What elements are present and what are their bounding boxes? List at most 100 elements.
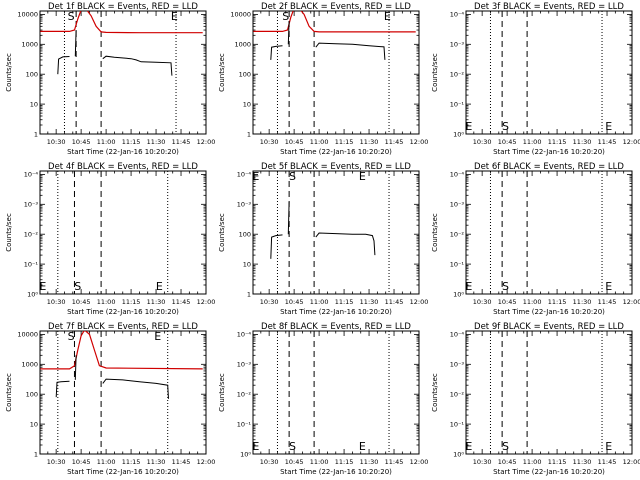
x-tick-label: 10:30 bbox=[47, 458, 66, 466]
chart-title: Det 3f BLACK = Events, RED = LLD bbox=[474, 2, 624, 12]
x-tick-label: 10:45 bbox=[285, 458, 304, 466]
x-tick-label: 11:45 bbox=[598, 458, 617, 466]
y-tick-label: 10 bbox=[30, 420, 38, 428]
x-tick-label: 12:00 bbox=[623, 298, 640, 306]
event-marker-E: E bbox=[359, 440, 366, 453]
x-tick-label: 10:30 bbox=[473, 458, 492, 466]
y-axis-label: Counts/sec bbox=[218, 53, 226, 92]
event-marker-S: S bbox=[68, 10, 75, 23]
chart-title: Det 5f BLACK = Events, RED = LLD bbox=[261, 162, 411, 172]
events-series-line bbox=[287, 201, 290, 235]
events-series-line bbox=[74, 355, 77, 380]
x-tick-label: 11:45 bbox=[172, 458, 191, 466]
chart-panel-7: Det 7f BLACK = Events, RED = LLD Counts/s… bbox=[5, 322, 215, 476]
event-marker-S: S bbox=[502, 440, 509, 453]
event-marker-E: E bbox=[465, 120, 472, 133]
y-tick-label: 10⁻⁴ bbox=[450, 11, 465, 19]
x-tick-label: 12:00 bbox=[410, 138, 429, 146]
x-tick-label: 11:30 bbox=[573, 138, 592, 146]
chart-panel-2: Det 2f BLACK = Events, RED = LLD Counts/s… bbox=[218, 2, 428, 156]
plot-area bbox=[276, 331, 390, 454]
y-tick-label: 1000 bbox=[234, 41, 251, 49]
event-marker-E: E bbox=[384, 10, 391, 23]
event-marker-S: S bbox=[68, 330, 75, 343]
y-tick-label: 10⁻² bbox=[24, 231, 39, 239]
x-tick-label: 11:15 bbox=[335, 458, 354, 466]
x-tick-label: 11:45 bbox=[172, 298, 191, 306]
y-tick-label: 100 bbox=[26, 391, 38, 399]
event-marker-S: S bbox=[74, 280, 81, 293]
x-tick-label: 11:00 bbox=[310, 298, 329, 306]
x-axis-label: Start Time (22-Jan-16 10:20:20) bbox=[67, 308, 179, 316]
events-series-line bbox=[55, 380, 70, 398]
x-tick-label: 10:45 bbox=[498, 138, 517, 146]
event-marker-E: E bbox=[252, 440, 259, 453]
x-tick-label: 12:00 bbox=[623, 458, 640, 466]
y-tick-label: 10 bbox=[243, 100, 251, 108]
y-tick-label: 10⁻⁴ bbox=[450, 171, 465, 179]
x-tick-label: 11:00 bbox=[310, 138, 329, 146]
event-marker-E: E bbox=[605, 280, 612, 293]
x-tick-label: 11:15 bbox=[548, 298, 567, 306]
x-tick-label: 10:45 bbox=[72, 458, 91, 466]
x-tick-label: 12:00 bbox=[197, 298, 216, 306]
x-tick-label: 11:15 bbox=[122, 138, 141, 146]
y-tick-label: 10⁻² bbox=[450, 231, 465, 239]
x-tick-label: 11:30 bbox=[573, 458, 592, 466]
x-tick-label: 10:30 bbox=[47, 138, 66, 146]
x-tick-label: 10:30 bbox=[473, 298, 492, 306]
x-tick-label: 11:45 bbox=[598, 138, 617, 146]
x-axis-label: Start Time (22-Jan-16 10:20:20) bbox=[280, 148, 392, 156]
chart-panel-5: Det 5f BLACK = Events, RED = LLD Counts/s… bbox=[218, 162, 428, 316]
chart-panel-8: Det 8f BLACK = Events, RED = LLD Counts/s… bbox=[218, 322, 428, 476]
events-series-line bbox=[102, 55, 173, 76]
x-tick-label: 10:45 bbox=[285, 298, 304, 306]
chart-title: Det 2f BLACK = Events, RED = LLD bbox=[261, 2, 411, 12]
events-series-line bbox=[270, 45, 283, 60]
chart-panel-3: Det 3f BLACK = Events, RED = LLD Counts/s… bbox=[431, 2, 640, 156]
x-axis-label: Start Time (22-Jan-16 10:20:20) bbox=[67, 148, 179, 156]
chart-title: Det 7f BLACK = Events, RED = LLD bbox=[48, 322, 198, 332]
event-marker-E: E bbox=[359, 170, 366, 183]
x-tick-label: 11:45 bbox=[385, 298, 404, 306]
x-tick-label: 12:00 bbox=[197, 138, 216, 146]
y-tick-label: 100 bbox=[239, 71, 251, 79]
y-tick-label: 10⁻⁴ bbox=[237, 331, 252, 339]
y-tick-label: 10⁻³ bbox=[237, 361, 252, 369]
y-tick-label: 10⁰ bbox=[27, 290, 38, 298]
x-tick-label: 11:45 bbox=[172, 138, 191, 146]
event-marker-S: S bbox=[282, 10, 289, 23]
lld-series-line bbox=[253, 11, 416, 33]
x-tick-label: 11:30 bbox=[360, 298, 379, 306]
event-marker-S: S bbox=[289, 170, 296, 183]
x-tick-label: 10:30 bbox=[260, 138, 279, 146]
plot-area bbox=[270, 171, 390, 294]
x-tick-label: 11:30 bbox=[360, 138, 379, 146]
y-tick-label: 10000 bbox=[17, 11, 38, 19]
y-tick-label: 10⁻² bbox=[450, 71, 465, 79]
y-tick-label: 10⁻⁴ bbox=[450, 331, 465, 339]
x-tick-label: 11:00 bbox=[97, 138, 116, 146]
y-tick-label: 10⁻¹ bbox=[450, 260, 465, 268]
x-tick-label: 11:30 bbox=[147, 298, 166, 306]
y-tick-label: 1 bbox=[34, 130, 38, 138]
x-axis-label: Start Time (22-Jan-16 10:20:20) bbox=[280, 308, 392, 316]
x-tick-label: 10:30 bbox=[260, 458, 279, 466]
x-tick-label: 11:15 bbox=[548, 138, 567, 146]
y-tick-label: 1 bbox=[34, 450, 38, 458]
x-tick-label: 11:45 bbox=[385, 138, 404, 146]
event-marker-E: E bbox=[39, 280, 46, 293]
y-axis-label: Counts/sec bbox=[431, 53, 439, 92]
x-axis-label: Start Time (22-Jan-16 10:20:20) bbox=[67, 468, 179, 476]
event-marker-E: E bbox=[171, 10, 178, 23]
y-tick-label: 10⁰ bbox=[453, 130, 464, 138]
event-marker-S: S bbox=[502, 120, 509, 133]
chart-panel-1: Det 1f BLACK = Events, RED = LLD Counts/s… bbox=[5, 2, 215, 156]
event-marker-E: E bbox=[154, 330, 161, 343]
events-series-line bbox=[315, 42, 386, 60]
plot-area bbox=[57, 171, 169, 294]
chart-title: Det 4f BLACK = Events, RED = LLD bbox=[48, 162, 198, 172]
event-marker-E: E bbox=[465, 280, 472, 293]
lld-series-line bbox=[40, 331, 203, 370]
